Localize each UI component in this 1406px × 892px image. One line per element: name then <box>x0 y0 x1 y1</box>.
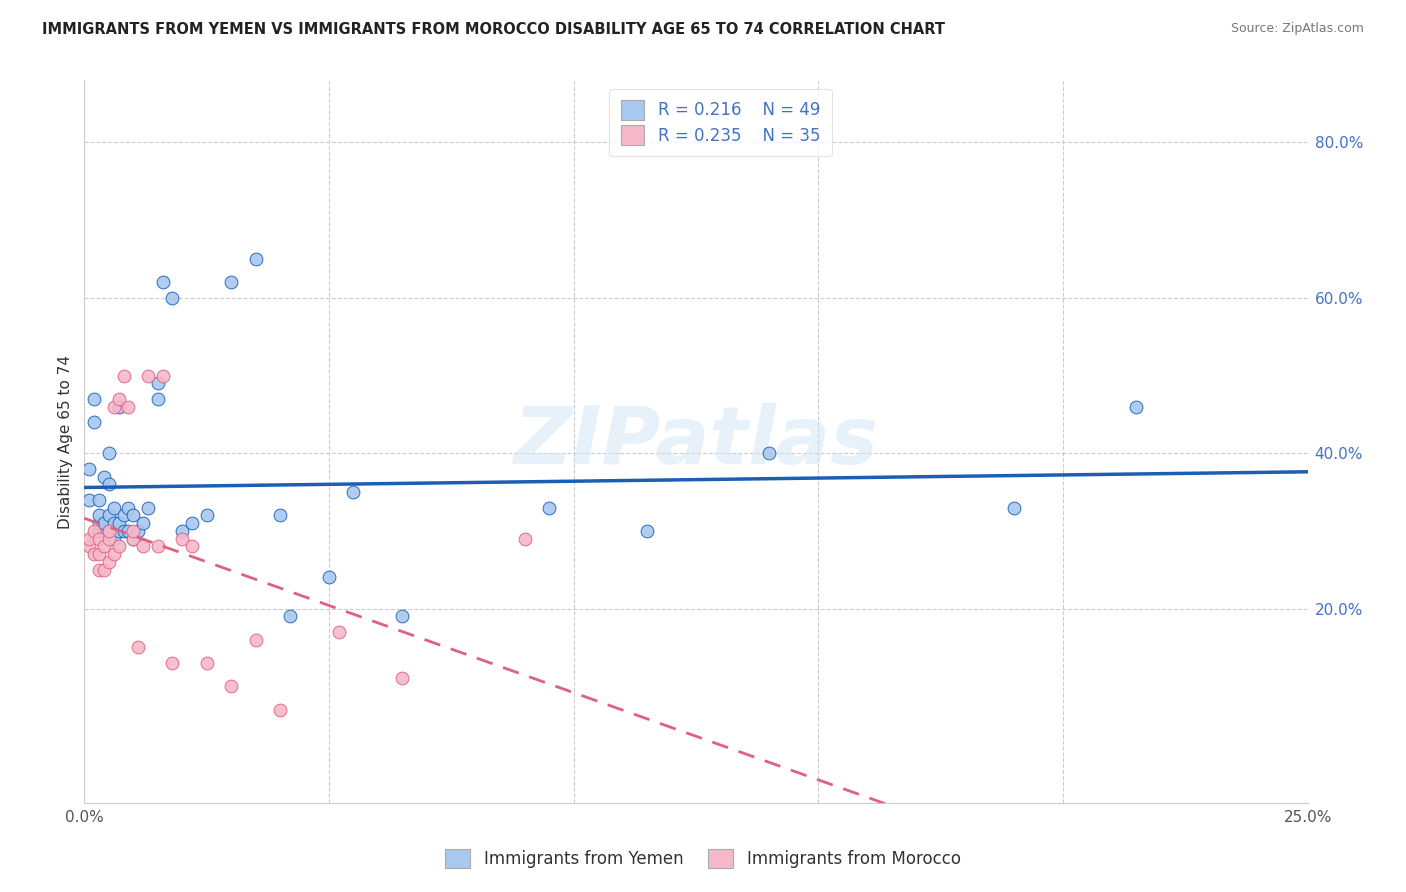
Point <box>132 540 155 554</box>
Point <box>513 532 536 546</box>
Point <box>97 477 120 491</box>
Text: ZIPatlas: ZIPatlas <box>513 402 879 481</box>
Point <box>77 492 100 507</box>
Point <box>136 368 159 383</box>
Point <box>93 524 115 538</box>
Point <box>83 415 105 429</box>
Point <box>1125 400 1147 414</box>
Point <box>97 446 120 460</box>
Point <box>146 392 169 406</box>
Point <box>83 547 105 561</box>
Point <box>103 547 125 561</box>
Point <box>219 679 242 693</box>
Point <box>122 524 145 538</box>
Point <box>391 609 413 624</box>
Point <box>117 524 139 538</box>
Point <box>87 532 110 546</box>
Point <box>93 516 115 530</box>
Point <box>146 540 169 554</box>
Point <box>1002 500 1025 515</box>
Point <box>391 672 413 686</box>
Point <box>127 524 149 538</box>
Point <box>112 508 135 523</box>
Point <box>278 609 301 624</box>
Point <box>87 547 110 561</box>
Point <box>152 368 174 383</box>
Point <box>172 524 194 538</box>
Point <box>219 275 242 289</box>
Point <box>122 532 145 546</box>
Point <box>87 563 110 577</box>
Point <box>538 500 561 515</box>
Point <box>146 376 169 391</box>
Point <box>77 461 100 475</box>
Text: IMMIGRANTS FROM YEMEN VS IMMIGRANTS FROM MOROCCO DISABILITY AGE 65 TO 74 CORRELA: IMMIGRANTS FROM YEMEN VS IMMIGRANTS FROM… <box>42 22 945 37</box>
Point <box>245 632 267 647</box>
Point <box>269 702 291 716</box>
Text: Source: ZipAtlas.com: Source: ZipAtlas.com <box>1230 22 1364 36</box>
Point <box>269 508 291 523</box>
Point <box>107 524 129 538</box>
Point <box>112 368 135 383</box>
Point <box>103 400 125 414</box>
Point <box>107 516 129 530</box>
Point <box>117 500 139 515</box>
Point <box>107 540 129 554</box>
Legend: Immigrants from Yemen, Immigrants from Morocco: Immigrants from Yemen, Immigrants from M… <box>439 843 967 875</box>
Point <box>136 500 159 515</box>
Point <box>181 540 204 554</box>
Point <box>172 532 194 546</box>
Point <box>181 516 204 530</box>
Point <box>328 624 350 639</box>
Point <box>107 400 129 414</box>
Point <box>83 392 105 406</box>
Point <box>97 508 120 523</box>
Point <box>97 532 120 546</box>
Point <box>87 508 110 523</box>
Point <box>87 492 110 507</box>
Point <box>87 524 110 538</box>
Point <box>97 524 120 538</box>
Point <box>758 446 780 460</box>
Point <box>636 524 658 538</box>
Point <box>342 485 364 500</box>
Point <box>77 532 100 546</box>
Point <box>195 508 218 523</box>
Point <box>112 524 135 538</box>
Point <box>93 469 115 483</box>
Point <box>162 656 184 670</box>
Point <box>103 532 125 546</box>
Point <box>122 508 145 523</box>
Point <box>97 555 120 569</box>
Legend: R = 0.216    N = 49, R = 0.235    N = 35: R = 0.216 N = 49, R = 0.235 N = 35 <box>609 88 832 156</box>
Point <box>132 516 155 530</box>
Point <box>97 524 120 538</box>
Point <box>103 516 125 530</box>
Point <box>162 291 184 305</box>
Point <box>103 500 125 515</box>
Point <box>77 540 100 554</box>
Point <box>93 563 115 577</box>
Point <box>117 400 139 414</box>
Point <box>83 524 105 538</box>
Point <box>93 540 115 554</box>
Point <box>195 656 218 670</box>
Point <box>87 516 110 530</box>
Y-axis label: Disability Age 65 to 74: Disability Age 65 to 74 <box>58 354 73 529</box>
Point <box>318 570 340 584</box>
Point <box>152 275 174 289</box>
Point <box>245 252 267 266</box>
Point <box>122 532 145 546</box>
Point <box>127 640 149 655</box>
Point <box>107 392 129 406</box>
